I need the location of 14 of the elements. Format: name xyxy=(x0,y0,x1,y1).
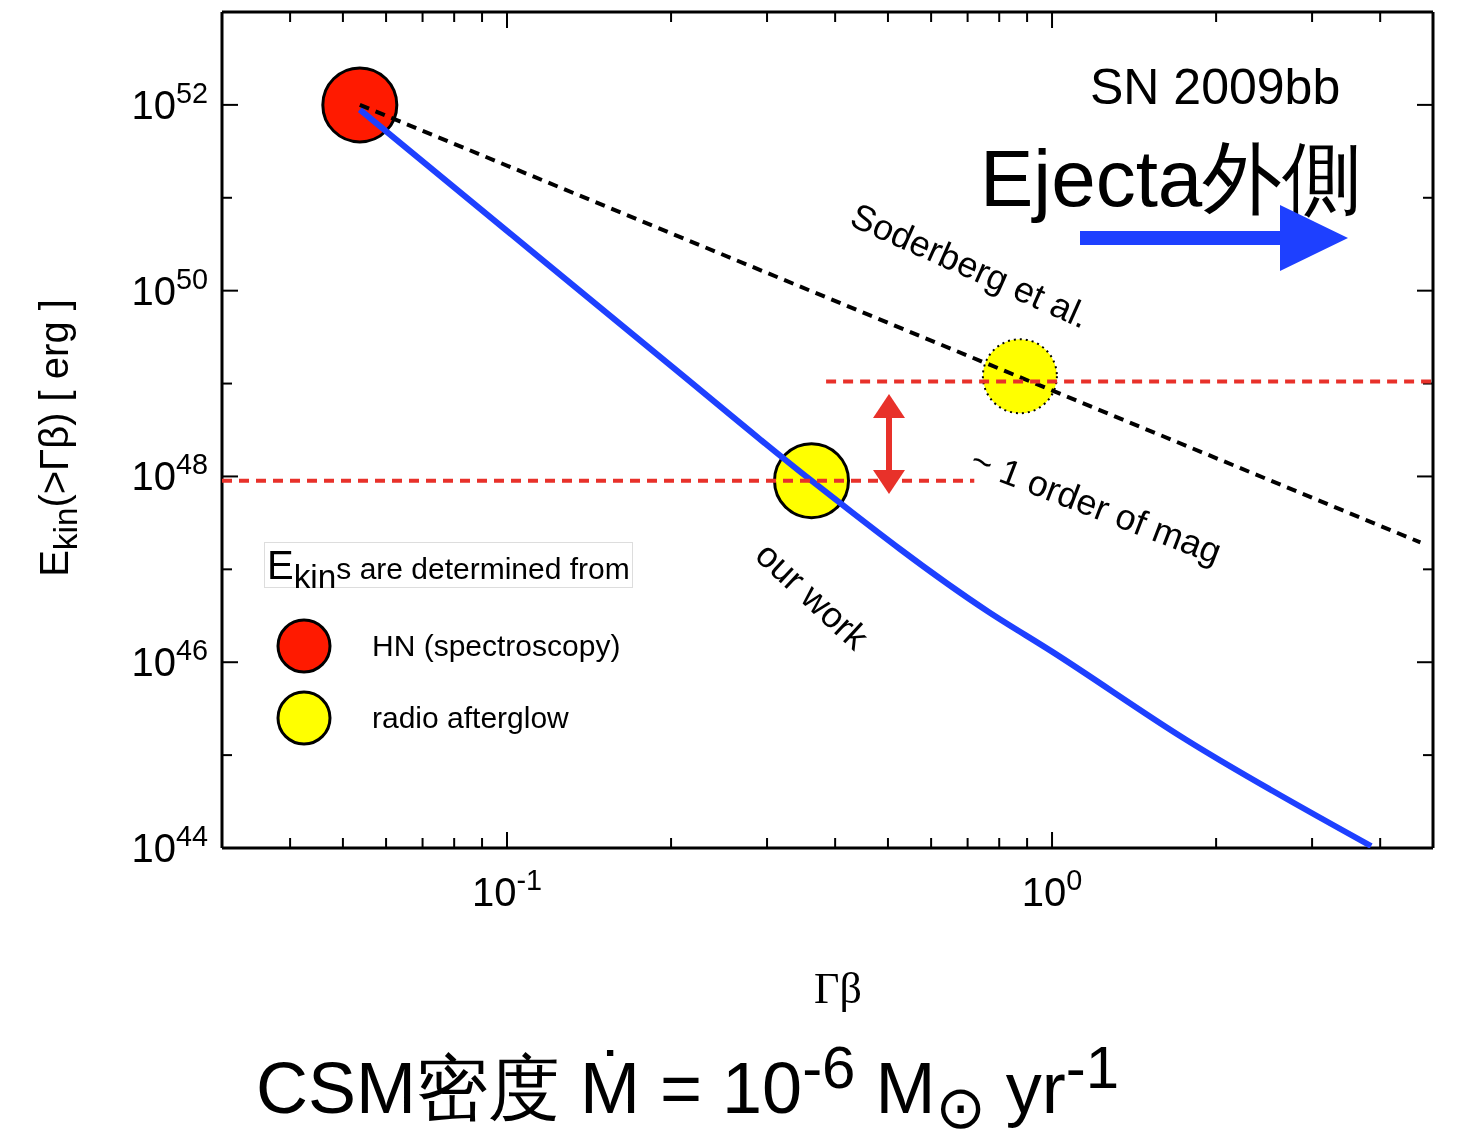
y-tick-label: 10$^{48}$ xyxy=(131,448,208,499)
x-tick-label: 10$^{0}$ xyxy=(1021,864,1083,914)
legend-label: radio afterglow xyxy=(372,701,569,735)
text: CSM密度 Ṁ = 10$^{-6}$ M$_{⊙}$ yr$^{-1}$ xyxy=(256,1033,1120,1129)
x-axis-title: Γβ xyxy=(813,963,863,1014)
legend-label: HN (spectroscopy) xyxy=(372,629,621,663)
x-tick-label: 10$^{-1}$ xyxy=(471,864,543,914)
y-tick-label: 10$^{50}$ xyxy=(131,262,208,313)
y-tick-label: 10$^{46}$ xyxy=(131,634,208,685)
annotation: ~ 1 order of mag xyxy=(964,438,1228,574)
legend-title: E$_{kin}$s are determined from xyxy=(266,542,631,595)
annotation: SN 2009bb xyxy=(1090,58,1341,116)
y-tick-label: 10$^{44}$ xyxy=(131,820,208,870)
y-tick-label: 10$^{52}$ xyxy=(131,76,208,127)
